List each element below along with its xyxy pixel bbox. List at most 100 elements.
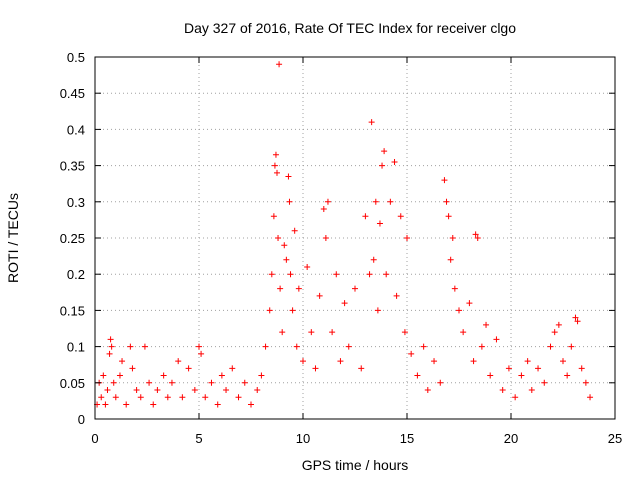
data-point (235, 394, 242, 401)
data-point (487, 372, 494, 379)
data-point (283, 256, 290, 263)
data-point (420, 343, 427, 350)
data-point (100, 372, 107, 379)
data-point (112, 394, 119, 401)
y-tick-label: 0.5 (67, 50, 85, 65)
data-point (541, 379, 548, 386)
data-point (312, 365, 319, 372)
data-point (582, 379, 589, 386)
data-point (437, 379, 444, 386)
data-point (460, 329, 467, 336)
data-point (447, 256, 454, 263)
data-point (505, 365, 512, 372)
chart-title: Day 327 of 2016, Rate Of TEC Index for r… (184, 20, 516, 36)
data-point (137, 394, 144, 401)
data-point (179, 394, 186, 401)
data-point (483, 321, 490, 328)
data-point (304, 263, 311, 270)
data-point (431, 358, 438, 365)
data-point (293, 343, 300, 350)
x-tick-label: 5 (195, 431, 202, 446)
data-point (275, 235, 282, 241)
data-point (376, 220, 383, 227)
data-point (524, 358, 531, 365)
data-point (279, 329, 286, 336)
data-point (146, 379, 153, 386)
data-point (383, 271, 390, 278)
data-point (512, 394, 519, 401)
data-point (499, 387, 506, 394)
data-point (123, 401, 130, 408)
data-point (379, 162, 386, 169)
data-point (393, 292, 400, 299)
data-point (150, 401, 157, 408)
axis-ticks: 0 0.05 0.1 0.15 0.2 0.25 0.3 0.35 0.4 0.45 0.5 0 5 10… (60, 50, 623, 446)
data-point (308, 329, 315, 336)
data-point (106, 350, 113, 357)
data-point (119, 358, 126, 365)
data-point (116, 372, 123, 379)
data-point (352, 285, 358, 292)
y-tick-label: 0.45 (60, 86, 85, 101)
data-point (329, 329, 336, 336)
data-point (574, 318, 581, 325)
data-point (441, 177, 448, 184)
data-point (472, 231, 479, 238)
data-point (202, 394, 209, 401)
y-tick-label: 0.2 (67, 267, 85, 282)
data-point (164, 394, 171, 401)
data-point (208, 379, 215, 386)
data-point (397, 213, 404, 220)
data-point (98, 394, 105, 401)
data-point (568, 343, 575, 350)
data-point (518, 372, 525, 379)
data-point (154, 387, 161, 394)
data-point (362, 213, 369, 220)
data-point (223, 387, 230, 394)
data-point (337, 358, 344, 365)
data-point (493, 336, 500, 343)
data-point (218, 372, 225, 379)
data-point (102, 401, 109, 408)
data-point (408, 350, 415, 357)
data-point (262, 343, 269, 350)
data-point (358, 365, 365, 372)
data-point (133, 387, 140, 394)
data-point (555, 321, 562, 328)
data-point (547, 343, 554, 350)
y-tick-label: 0.4 (67, 122, 85, 137)
data-point (272, 151, 279, 158)
data-point (277, 285, 284, 292)
y-tick-label: 0 (78, 412, 85, 427)
data-point (254, 387, 261, 394)
data-point (560, 358, 566, 365)
y-tick-label: 0.1 (67, 340, 85, 355)
data-point (271, 162, 278, 169)
y-tick-label: 0.35 (60, 159, 85, 174)
data-point (295, 285, 302, 292)
data-point (345, 343, 352, 350)
data-point (196, 343, 202, 350)
data-point (528, 387, 535, 394)
data-point (333, 271, 340, 278)
data-point (248, 401, 254, 408)
data-point (445, 213, 452, 220)
data-point (285, 173, 292, 180)
x-tick-label: 20 (504, 431, 518, 446)
data-point (141, 343, 148, 350)
data-point (266, 307, 273, 314)
data-point (274, 169, 280, 176)
data-point (387, 198, 394, 205)
data-point (443, 198, 450, 205)
data-point (451, 285, 458, 292)
data-point (320, 206, 327, 213)
data-point (322, 235, 329, 241)
data-point (564, 372, 571, 379)
y-tick-label: 0.25 (60, 231, 85, 246)
data-point (341, 300, 348, 307)
data-point (478, 343, 485, 350)
data-point (535, 365, 542, 372)
x-axis-title: GPS time / hours (302, 457, 409, 473)
data-point (289, 307, 296, 314)
x-tick-label: 0 (91, 431, 98, 446)
